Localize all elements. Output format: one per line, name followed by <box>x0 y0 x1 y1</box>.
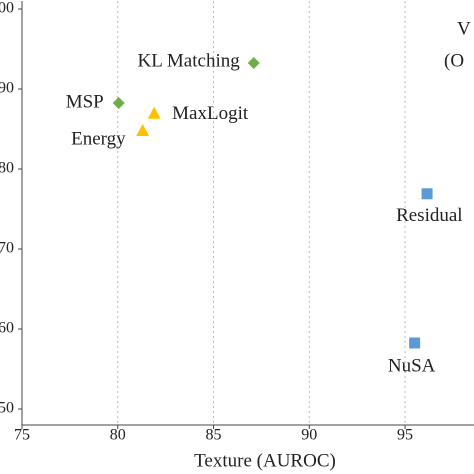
y-tick-label: 60 <box>0 320 14 337</box>
y-tick-label: 80 <box>0 160 14 177</box>
point <box>112 97 125 109</box>
y-tick-label: 70 <box>0 240 14 257</box>
x-tick-label: 85 <box>206 427 222 444</box>
y-tick-label: 90 <box>0 80 14 97</box>
point <box>421 188 433 200</box>
point <box>147 106 161 119</box>
annotation: (O <box>444 50 464 71</box>
x-tick-label: 90 <box>301 427 317 444</box>
x-axis-label: Texture (AUROC) <box>194 450 336 471</box>
point <box>247 57 260 69</box>
x-tick-label: 80 <box>110 427 126 444</box>
y-tick-label: 100 <box>0 0 14 17</box>
x-tick-label: 95 <box>397 427 413 444</box>
point <box>136 124 150 136</box>
point-label: NuSA <box>388 355 436 376</box>
point-label: MSP <box>66 91 104 112</box>
point-label: KL Matching <box>138 50 241 71</box>
annotation: V <box>457 18 471 39</box>
point-label: Energy <box>71 128 126 149</box>
point-label: MaxLogit <box>172 103 249 124</box>
point <box>409 337 421 349</box>
y-tick-label: 50 <box>0 400 14 417</box>
point-label: Residual <box>396 205 463 226</box>
x-tick-label: 75 <box>14 427 30 444</box>
